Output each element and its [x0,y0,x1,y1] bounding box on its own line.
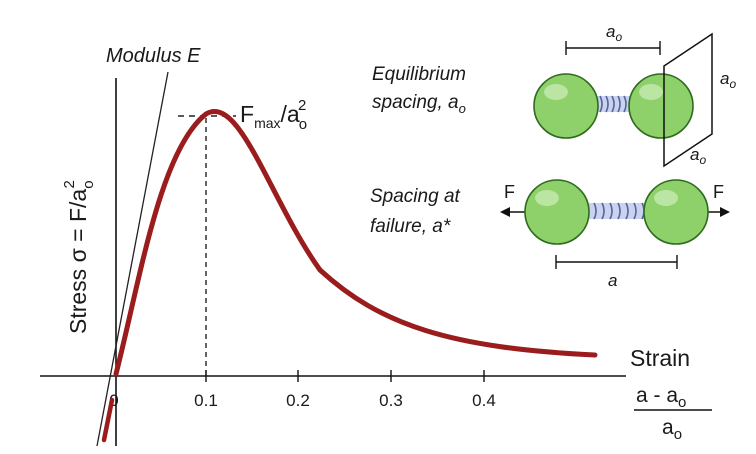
y-axis-label: Stress σ = F/ao2 [61,180,97,334]
x-tick-label: 0.2 [286,391,310,410]
sphere-highlight [544,84,568,100]
plane-bottom-label: ao [690,145,706,167]
x-tick-label: 0.4 [472,391,496,410]
failure-label-line1: Spacing at [370,186,461,207]
atom-sphere [533,73,599,139]
force-left-arrowhead [500,207,510,217]
sphere-highlight [654,190,678,206]
fmax-label: Fmax/ao2 [240,97,307,133]
curve-compression-segment [101,397,115,443]
atom-sphere [643,179,709,245]
equilibrium-label-line2: spacing, ao [372,92,466,116]
cross-section-plane [663,32,713,168]
force-left-label: F [504,182,515,202]
modulus-tangent-line [96,71,169,447]
failure-label-line2: failure, a* [370,216,451,237]
atom-sphere [524,179,590,245]
atom-sphere [628,73,694,139]
equilibrium-dimension-label: ao [606,22,622,44]
force-right-label: F [713,182,724,202]
strain-label: Strain [630,345,690,371]
strain-denominator: ao [662,416,682,443]
stress-strain-curve [113,109,598,377]
failure-dimension-label: a [608,271,617,290]
sphere-highlight [639,84,663,100]
failure-spring-core [586,203,648,219]
failure-dimension-bracket [555,255,678,269]
sphere-highlight [535,190,559,206]
x-tick-label: 0.3 [379,391,403,410]
equilibrium-label-line1: Equilibrium [372,64,466,85]
modulus-label: Modulus E [106,45,201,67]
equilibrium-dimension-bracket [565,41,661,55]
x-tick-label: 0.1 [194,391,218,410]
strain-numerator: a - ao [636,384,686,411]
force-right-arrowhead [720,207,730,217]
plane-side-label: ao [720,69,736,91]
